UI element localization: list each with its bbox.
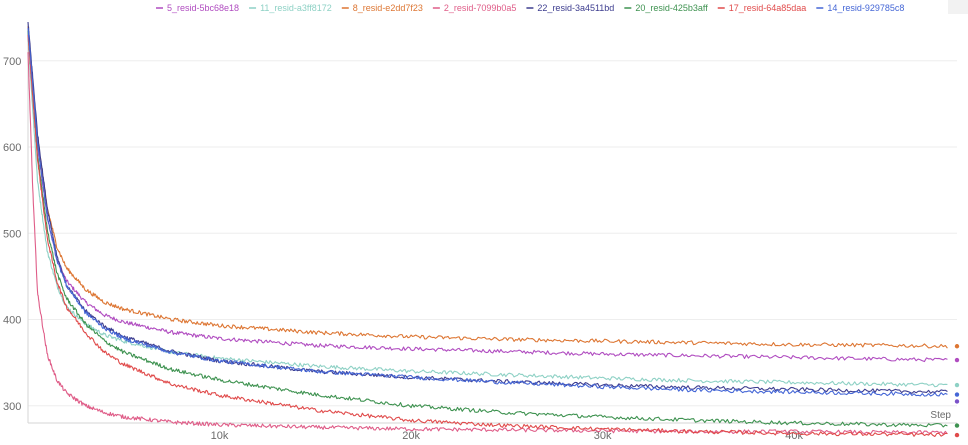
y-tick-label: 600 xyxy=(3,142,21,154)
axes xyxy=(27,22,957,424)
legend-label: 2_resid-7099b0a5 xyxy=(444,3,517,13)
top-right-control[interactable] xyxy=(948,0,968,14)
end-markers xyxy=(954,344,960,438)
legend-item[interactable]: 17_resid-64a85daa xyxy=(717,3,807,13)
series-line xyxy=(27,26,948,349)
legend-item[interactable]: 8_resid-e2dd7f23 xyxy=(341,3,423,13)
series-line xyxy=(27,27,948,397)
series-end-marker xyxy=(954,382,960,388)
series-line xyxy=(27,39,948,388)
x-axis-ticks: 10k 20k 30k 40k xyxy=(211,430,804,442)
y-axis-ticks: 300 400 500 600 700 xyxy=(3,56,21,413)
series-lines xyxy=(27,21,948,438)
legend-item[interactable]: 2_resid-7099b0a5 xyxy=(432,3,517,13)
series-line xyxy=(27,30,948,363)
legend-item[interactable]: 11_resid-a3ff8172 xyxy=(249,3,332,13)
series-end-marker xyxy=(954,357,960,363)
series-end-marker xyxy=(954,423,960,428)
x-tick-label: 30k xyxy=(594,430,612,442)
legend-item[interactable]: 14_resid-929785c8 xyxy=(816,3,904,13)
x-axis-label: Step xyxy=(930,410,951,421)
y-tick-label: 300 xyxy=(3,401,21,413)
legend: 5_resid-5bc68e18 11_resid-a3ff8172 8_resid… xyxy=(156,3,904,13)
legend-label: 8_resid-e2dd7f23 xyxy=(353,3,423,13)
grid xyxy=(28,60,957,407)
legend-item[interactable]: 20_resid-425b3aff xyxy=(624,3,708,13)
legend-label: 20_resid-425b3aff xyxy=(635,3,708,13)
x-tick-label: 20k xyxy=(402,430,420,442)
series-end-marker xyxy=(954,344,960,349)
legend-item[interactable]: 5_resid-5bc68e18 xyxy=(156,3,239,13)
y-tick-label: 700 xyxy=(3,56,21,68)
legend-label: 14_resid-929785c8 xyxy=(827,3,904,13)
y-tick-label: 400 xyxy=(3,315,21,327)
series-end-marker xyxy=(954,432,960,438)
series-end-marker xyxy=(954,399,960,404)
x-tick-label: 10k xyxy=(211,430,229,442)
legend-label: 22_resid-3a4511bd xyxy=(537,3,614,13)
legend-item[interactable]: 22_resid-3a4511bd xyxy=(526,3,614,13)
series-end-marker xyxy=(954,392,960,397)
y-tick-label: 500 xyxy=(3,228,21,240)
legend-label: 11_resid-a3ff8172 xyxy=(260,3,332,13)
series-line xyxy=(27,34,948,438)
series-line xyxy=(27,30,948,428)
series-line xyxy=(27,52,948,435)
legend-label: 5_resid-5bc68e18 xyxy=(167,3,239,13)
legend-label: 17_resid-64a85daa xyxy=(729,3,807,13)
series-line xyxy=(27,21,948,394)
